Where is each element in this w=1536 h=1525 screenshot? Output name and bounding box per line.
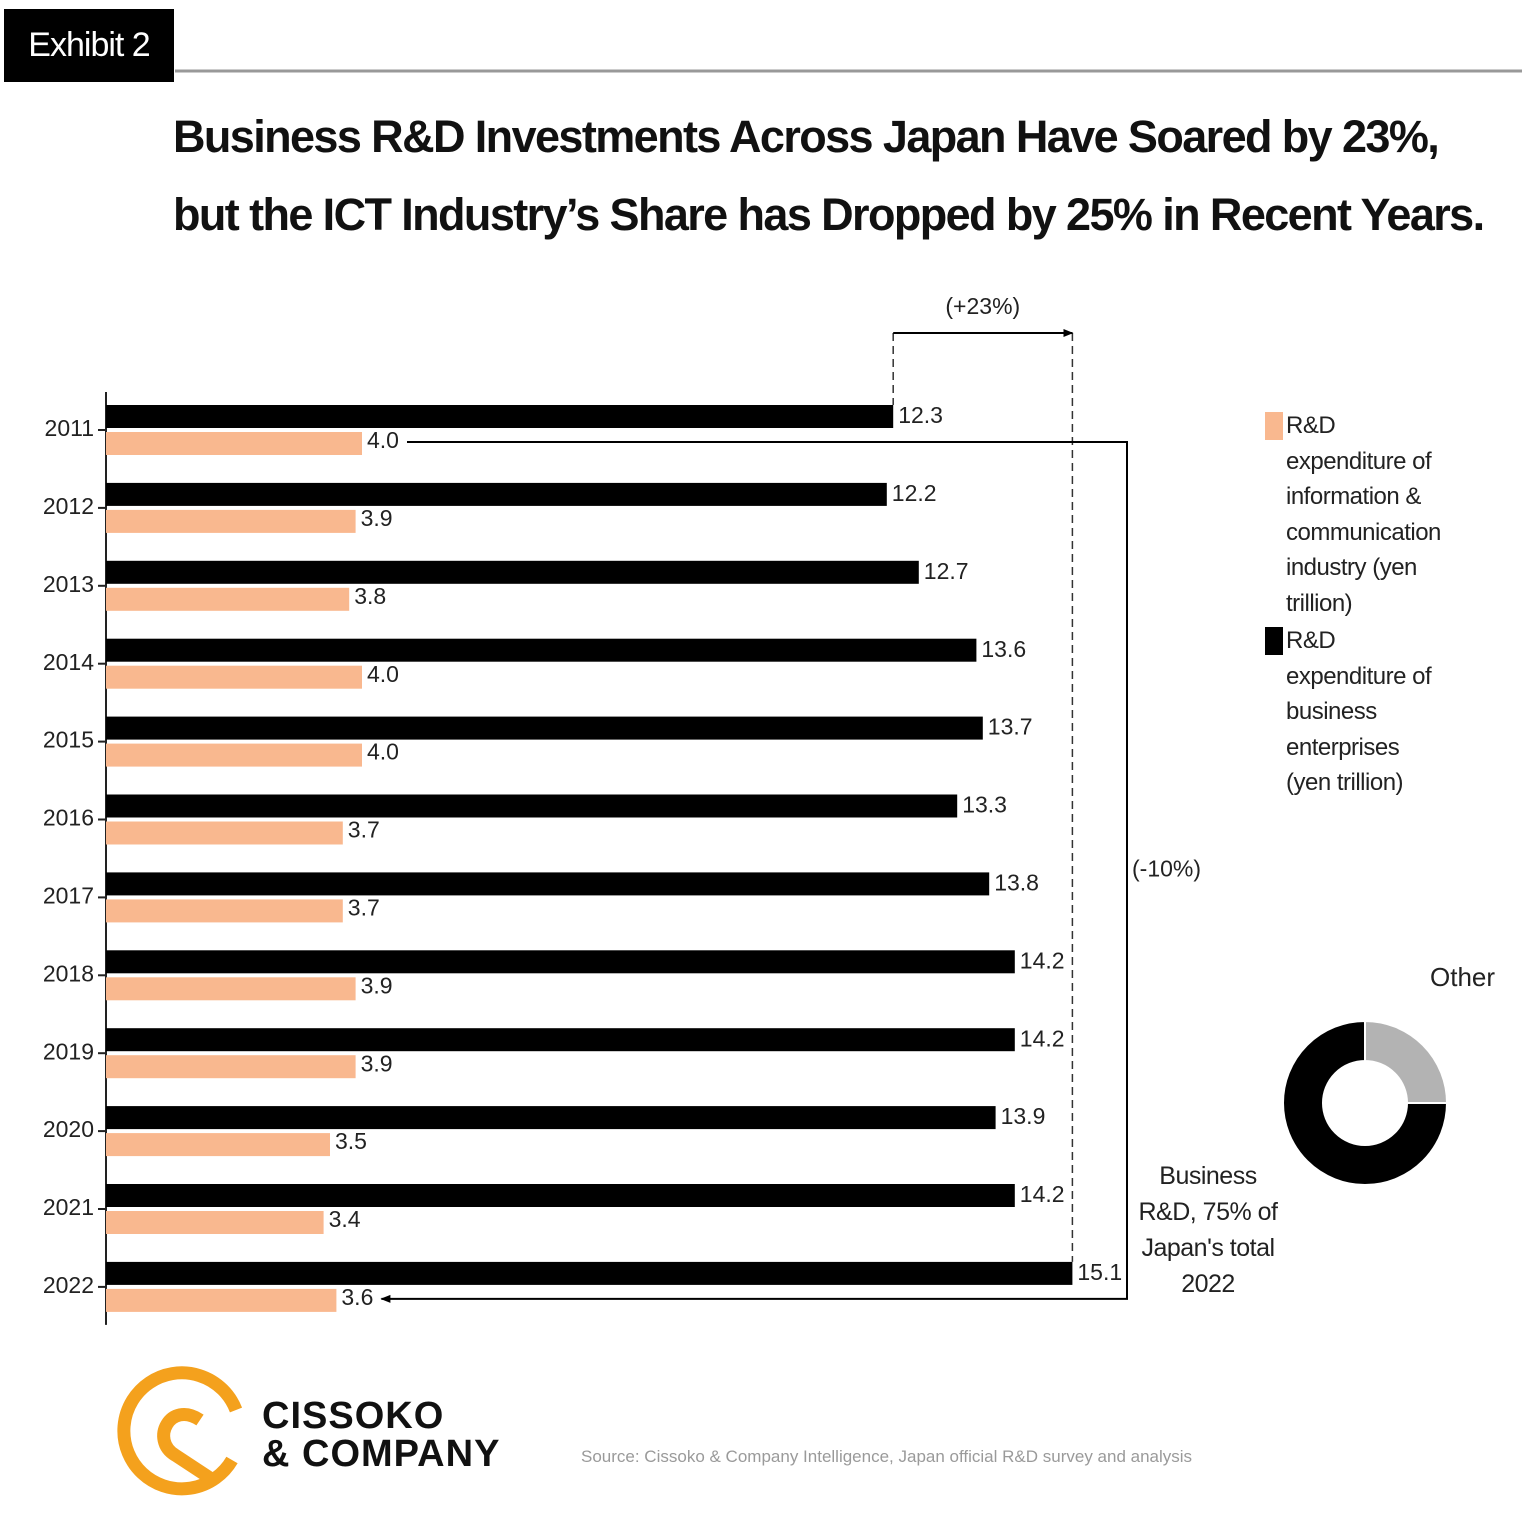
pie-label: Business R&D, 75% of Japan's total 2022 (1138, 1162, 1278, 1298)
y-tick-label: 2022 (43, 1272, 94, 1298)
logo-text: & COMPANY (262, 1433, 501, 1475)
value-label: 3.9 (361, 972, 393, 998)
logo-text: CISSOKO (262, 1395, 445, 1437)
y-tick-label: 2013 (43, 571, 94, 597)
value-label: 13.7 (988, 714, 1033, 740)
annotation: (-10%) (1132, 856, 1201, 882)
bar (106, 405, 894, 428)
y-tick-label: 2020 (43, 1116, 94, 1142)
value-label: 12.3 (898, 402, 943, 428)
annotation-arrow (380, 441, 1128, 1303)
bar (106, 950, 1015, 974)
bar (106, 560, 919, 584)
y-tick-label: 2016 (43, 805, 94, 831)
bar (106, 1028, 1015, 1052)
bar (106, 482, 887, 506)
value-label: 3.4 (329, 1206, 361, 1232)
bar (106, 432, 362, 455)
y-tick-label: 2012 (43, 493, 94, 519)
value-label: 14.2 (1020, 1181, 1065, 1207)
exhibit-badge: Exhibit 2 (4, 9, 174, 82)
legend-label: R&D expenditure of business enterprises … (1286, 627, 1432, 796)
logo-ring (117, 1366, 243, 1496)
value-label: 3.7 (348, 894, 380, 920)
pie-slice (1282, 1019, 1449, 1186)
value-label: 14.2 (1020, 1025, 1065, 1051)
bar (106, 716, 983, 740)
bar (106, 743, 362, 767)
pie-slice (1364, 1019, 1449, 1104)
value-label: 4.0 (367, 739, 399, 765)
y-tick-label: 2018 (43, 960, 94, 986)
value-label: 3.6 (341, 1284, 373, 1310)
bar (106, 977, 356, 1001)
bar (106, 1133, 330, 1157)
value-label: 13.9 (1001, 1103, 1046, 1129)
value-label: 13.6 (981, 636, 1026, 662)
bar (106, 509, 356, 533)
value-label: 13.8 (994, 869, 1039, 895)
bar (106, 821, 343, 845)
value-label: 4.0 (367, 661, 399, 687)
bar (106, 638, 977, 662)
value-label: 3.5 (335, 1128, 367, 1154)
bar (106, 1288, 337, 1312)
bar (106, 794, 958, 818)
bar (106, 872, 990, 896)
value-label: 4.0 (367, 427, 399, 453)
y-tick-label: 2014 (43, 649, 94, 675)
source: Source: Cissoko & Company Intelligence, … (581, 1447, 1193, 1466)
legend-swatch (1265, 412, 1283, 440)
logo-amp (157, 1408, 214, 1484)
value-label: 3.9 (361, 505, 393, 531)
bar (106, 1211, 324, 1234)
bar (106, 587, 350, 611)
bar (106, 1055, 356, 1079)
chart-title: Business R&D Investments Across Japan Ha… (173, 111, 1485, 240)
value-label: 12.7 (924, 558, 969, 584)
value-label: 14.2 (1020, 947, 1065, 973)
bar (106, 1106, 996, 1130)
bar (106, 665, 362, 689)
value-label: 15.1 (1077, 1259, 1122, 1285)
legend-swatch (1265, 627, 1283, 655)
y-tick-label: 2019 (43, 1038, 94, 1064)
pie-label: Other (1430, 962, 1496, 992)
y-tick-label: 2011 (45, 415, 94, 441)
annotation: (+23%) (945, 293, 1020, 319)
value-label: 3.8 (354, 583, 386, 609)
bar (106, 1261, 1073, 1285)
value-label: 3.9 (361, 1050, 393, 1076)
logo-mark (117, 1366, 243, 1496)
y-tick-label: 2017 (43, 882, 94, 908)
bar (106, 899, 343, 923)
value-label: 13.3 (962, 792, 1007, 818)
value-label: 12.2 (892, 480, 937, 506)
y-tick-label: 2015 (43, 727, 94, 753)
value-label: 3.7 (348, 817, 380, 843)
y-tick-label: 2021 (43, 1194, 94, 1220)
bar (106, 1184, 1015, 1207)
legend-label: R&D expenditure of information & communi… (1286, 412, 1441, 617)
